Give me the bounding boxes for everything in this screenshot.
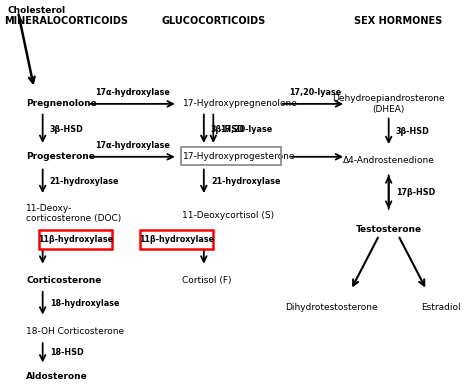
Text: Dihydrotestosterone: Dihydrotestosterone bbox=[285, 303, 378, 312]
Text: 11β-hydroxylase: 11β-hydroxylase bbox=[139, 235, 214, 244]
Text: Corticosterone: Corticosterone bbox=[26, 276, 101, 285]
Text: 18-HSD: 18-HSD bbox=[50, 348, 83, 357]
Text: 17,20-lyase: 17,20-lyase bbox=[220, 125, 273, 134]
Text: 17,20-lyase: 17,20-lyase bbox=[289, 88, 341, 97]
Text: 11β-hydroxylase: 11β-hydroxylase bbox=[38, 235, 113, 244]
Text: 3β-HSD: 3β-HSD bbox=[396, 127, 429, 136]
Text: Δ4-Androstenedione: Δ4-Androstenedione bbox=[343, 156, 435, 165]
Text: 21-hydroxylase: 21-hydroxylase bbox=[50, 177, 119, 186]
Text: Aldosterone: Aldosterone bbox=[26, 372, 88, 381]
Text: Pregnenolone: Pregnenolone bbox=[26, 100, 97, 108]
Text: 3β-HSD: 3β-HSD bbox=[211, 125, 245, 134]
Bar bbox=[140, 230, 213, 249]
Text: 17-Hydroxypregnenolone: 17-Hydroxypregnenolone bbox=[182, 100, 297, 108]
Text: 17α-hydroxylase: 17α-hydroxylase bbox=[95, 141, 170, 150]
Text: 18-hydroxylase: 18-hydroxylase bbox=[50, 299, 119, 308]
Text: 17β-HSD: 17β-HSD bbox=[396, 188, 435, 196]
Text: Dehydroepiandrosterone
(DHEA): Dehydroepiandrosterone (DHEA) bbox=[332, 94, 445, 114]
Bar bbox=[39, 230, 112, 249]
Text: 21-hydroxylase: 21-hydroxylase bbox=[211, 177, 281, 186]
Text: 17α-hydroxylase: 17α-hydroxylase bbox=[95, 88, 170, 97]
Text: Testosterone: Testosterone bbox=[356, 225, 422, 234]
Text: 18-OH Corticosterone: 18-OH Corticosterone bbox=[26, 327, 124, 336]
Text: GLUCOCORTICOIDS: GLUCOCORTICOIDS bbox=[161, 16, 265, 26]
Text: 3β-HSD: 3β-HSD bbox=[50, 125, 83, 134]
Text: 11-Deoxycortisol (S): 11-Deoxycortisol (S) bbox=[182, 211, 274, 220]
Bar bbox=[181, 147, 281, 165]
Text: SEX HORMONES: SEX HORMONES bbox=[354, 16, 442, 26]
Text: Estradiol: Estradiol bbox=[421, 303, 461, 312]
Text: 11-Deoxy-
corticosterone (DOC): 11-Deoxy- corticosterone (DOC) bbox=[26, 204, 121, 223]
Text: Progesterone: Progesterone bbox=[26, 152, 95, 161]
Text: Cortisol (F): Cortisol (F) bbox=[182, 276, 232, 285]
Text: Cholesterol: Cholesterol bbox=[7, 6, 65, 15]
Text: 17-Hydroxyprogesterone: 17-Hydroxyprogesterone bbox=[182, 152, 295, 161]
Text: MINERALOCORTICOIDS: MINERALOCORTICOIDS bbox=[4, 16, 128, 26]
